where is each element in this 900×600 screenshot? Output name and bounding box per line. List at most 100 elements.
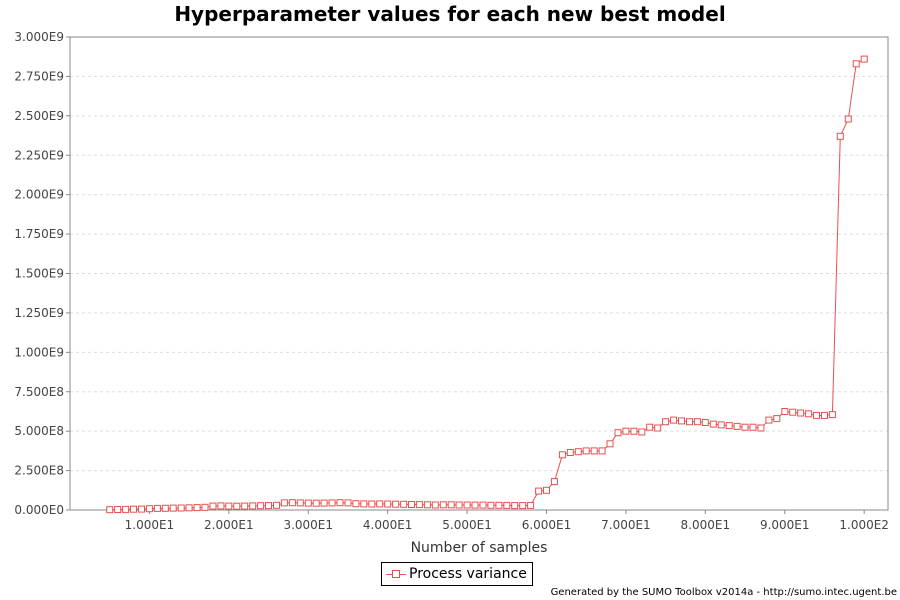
data-point (225, 502, 233, 510)
gridlines (70, 75, 888, 472)
data-point (781, 408, 789, 415)
y-tick-label: 2.000E9 (14, 188, 64, 202)
data-point (686, 418, 693, 426)
data-point (408, 501, 415, 508)
data-point (622, 427, 630, 435)
legend-swatch-icon (386, 568, 406, 580)
data-point (193, 504, 201, 512)
data-point (789, 408, 797, 416)
data-point (106, 506, 114, 514)
data-point (535, 487, 543, 495)
x-tick-label: 9.000E1 (760, 518, 810, 532)
data-point (733, 422, 741, 430)
data-point (749, 423, 757, 431)
data-point (709, 420, 717, 428)
data-point (773, 415, 781, 423)
data-point (304, 499, 312, 507)
data-point (328, 499, 336, 507)
data-point (296, 499, 304, 507)
data-point (725, 422, 733, 430)
data-point (201, 503, 209, 511)
x-tick-label: 8.000E1 (681, 518, 731, 532)
data-point (662, 418, 670, 426)
data-point (558, 451, 566, 459)
data-point (527, 501, 535, 509)
data-point (836, 132, 844, 140)
data-point (368, 500, 376, 508)
data-point (566, 449, 574, 456)
y-tick-label: 1.500E9 (14, 267, 64, 281)
data-point (431, 501, 439, 509)
legend-label: Process variance (409, 566, 527, 582)
data-point (161, 504, 169, 512)
data-point (574, 448, 582, 456)
data-point (138, 505, 145, 513)
data-point (670, 416, 678, 424)
data-point (415, 501, 423, 509)
data-point (352, 500, 360, 508)
data-point (630, 427, 638, 435)
data-point (153, 504, 161, 512)
y-tick-label: 2.750E9 (14, 69, 64, 83)
data-point (392, 500, 400, 508)
data-point (805, 410, 813, 418)
footer-credit: Generated by the SUMO Toolbox v2014a - h… (550, 587, 897, 598)
data-point (693, 418, 701, 426)
data-point (177, 504, 185, 512)
x-tick-label: 6.000E1 (522, 518, 572, 532)
data-point (598, 447, 606, 455)
y-tick-label: 2.500E8 (14, 464, 64, 478)
data-point (455, 501, 463, 509)
data-point (646, 423, 654, 431)
data-point (185, 504, 193, 512)
y-tick-label: 1.750E9 (14, 227, 64, 241)
data-point (273, 501, 280, 509)
y-tick-label: 1.000E9 (14, 345, 64, 359)
x-tick-label: 7.000E1 (601, 518, 651, 532)
data-point (511, 502, 519, 510)
data-point (471, 501, 479, 509)
x-tick-label: 4.000E1 (363, 518, 413, 532)
data-point (543, 486, 550, 494)
data-point (217, 502, 225, 510)
data-point (519, 502, 527, 510)
y-tick-label: 0.000E0 (14, 503, 64, 517)
data-point (169, 504, 177, 512)
data-point (447, 501, 455, 509)
data-point (797, 409, 805, 417)
data-point (503, 501, 511, 509)
x-tick-label: 2.000E1 (204, 518, 254, 532)
x-axis-title: Number of samples (411, 540, 548, 556)
data-point (233, 502, 241, 510)
y-tick-label: 2.250E9 (14, 148, 64, 162)
data-point (249, 502, 257, 510)
data-point (550, 478, 558, 486)
data-point (423, 501, 431, 509)
data-point (312, 499, 320, 507)
x-tick-label: 1.000E1 (125, 518, 175, 532)
data-point (860, 55, 868, 63)
data-point (209, 502, 217, 510)
x-tick-label: 1.000E2 (839, 518, 889, 532)
data-point (463, 501, 471, 509)
data-point (360, 500, 368, 508)
data-point (821, 411, 828, 419)
y-axis: 0.000E0 2.500E8 5.000E8 7.500E8 1.000E9 1.250… (14, 30, 70, 517)
y-tick-label: 1.250E9 (14, 306, 64, 320)
data-point (765, 416, 773, 424)
data-point (757, 424, 765, 432)
data-point (590, 447, 598, 455)
data-point (288, 499, 296, 507)
y-tick-label: 2.500E9 (14, 109, 64, 123)
data-point (844, 115, 852, 123)
data-point (130, 505, 137, 513)
data-point (717, 421, 725, 429)
data-point (320, 499, 328, 507)
data-point (701, 419, 709, 426)
data-point (606, 440, 614, 448)
data-point (614, 429, 622, 437)
data-point (384, 500, 392, 508)
data-point (145, 505, 153, 513)
series-layer (106, 55, 868, 514)
